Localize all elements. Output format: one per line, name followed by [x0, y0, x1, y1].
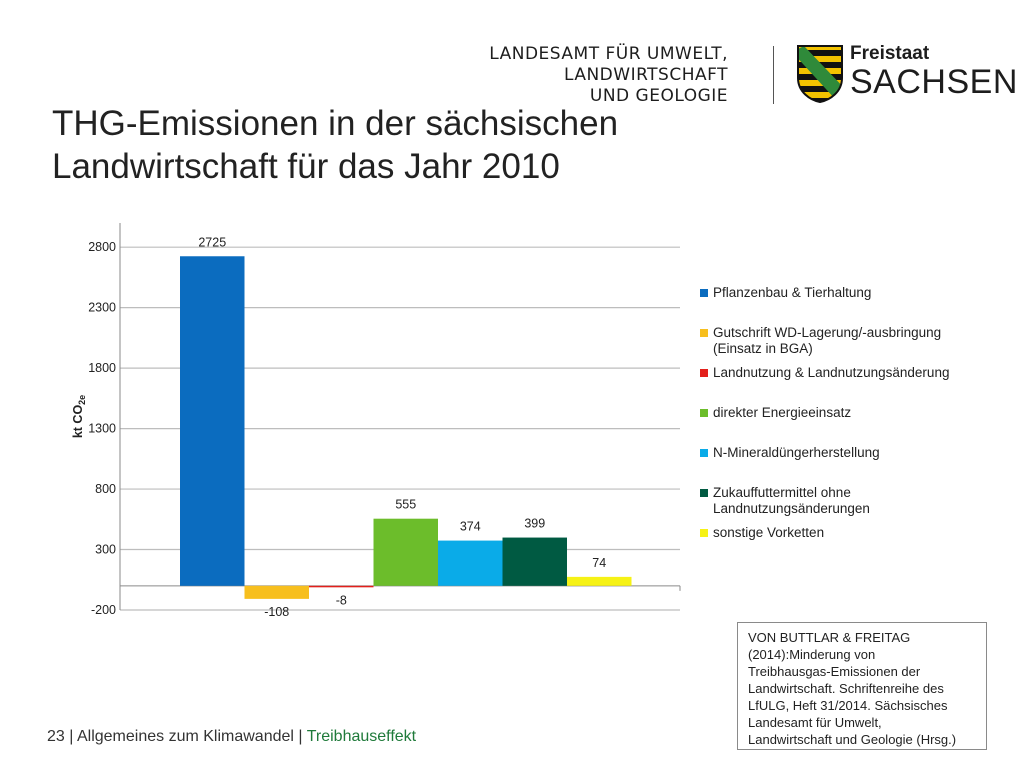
legend-label: Landnutzung & Landnutzungsänderung [713, 365, 950, 380]
bar [438, 540, 503, 586]
bar [567, 576, 632, 586]
agency-line: LANDWIRTSCHAFT [563, 65, 728, 85]
agency-line: LANDESAMT FÜR UMWELT, [489, 44, 728, 64]
state-name: Freistaat SACHSEN [850, 43, 1018, 101]
y-tick-label: 2800 [88, 240, 116, 254]
title-line: THG-Emissionen in der sächsischen [52, 104, 619, 143]
legend-swatch [700, 489, 708, 497]
data-label: 74 [592, 556, 606, 570]
legend-item: Pflanzenbau & Tierhaltung [700, 285, 980, 301]
data-label: 2725 [198, 235, 226, 249]
data-label: 399 [524, 517, 545, 531]
legend-item: Zukauffuttermittel ohne Landnutzungsände… [700, 485, 980, 517]
y-tick-label: 300 [95, 543, 116, 557]
y-tick-label: 800 [95, 482, 116, 496]
legend-swatch [700, 369, 708, 377]
legend-item: direkter Energieeinsatz [700, 405, 980, 421]
source-line: Landwirtschaft und Geologie (Hrsg.) [748, 732, 957, 747]
emissions-bar-chart: -200 300 800 1300 1800 2300 2800 kt CO2e 2725 -10… [60, 215, 1000, 645]
data-label: 374 [460, 520, 481, 534]
source-line: (2014):Minderung von [748, 647, 876, 662]
title-line: Landwirtschaft für das Jahr 2010 [52, 147, 560, 186]
source-citation: VON BUTTLAR & FREITAG (2014):Minderung vo… [737, 622, 987, 750]
legend-swatch [700, 409, 708, 417]
y-tick-label: 1800 [88, 361, 116, 375]
y-tick-label: 1300 [88, 422, 116, 436]
bar [309, 585, 374, 588]
bar [502, 537, 567, 586]
legend-item: sonstige Vorketten [700, 525, 980, 541]
state-main: SACHSEN [850, 63, 1018, 101]
legend-label: N-Mineraldüngerherstellung [713, 445, 880, 460]
agency-line: UND GEOLOGIE [589, 86, 728, 106]
source-line: VON BUTTLAR & FREITAG [748, 630, 911, 645]
agency-name: LANDESAMT FÜR UMWELT, LANDWIRTSCHAFT UND… [489, 44, 728, 107]
y-tick-label: 2300 [88, 301, 116, 315]
legend-swatch [700, 529, 708, 537]
data-label: 555 [395, 498, 416, 512]
legend-label: Gutschrift WD-Lagerung/-ausbringung (Ein… [713, 325, 942, 356]
y-axis-label: kt CO2e [71, 395, 87, 438]
header-logo: LANDESAMT FÜR UMWELT, LANDWIRTSCHAFT UND… [489, 44, 1017, 108]
legend-swatch [700, 449, 708, 457]
bar [373, 518, 438, 586]
source-line: LfULG, Heft 31/2014. Sächsisches [748, 698, 948, 713]
legend-item: Gutschrift WD-Lagerung/-ausbringung (Ein… [700, 325, 980, 357]
source-line: Landwirtschaft. Schriftenreihe des [748, 681, 944, 696]
chart-canvas: -200 300 800 1300 1800 2300 2800 kt CO2e 2725 -10… [71, 223, 681, 619]
bar [180, 256, 245, 586]
legend-label: sonstige Vorketten [713, 525, 825, 540]
data-label: -108 [264, 605, 289, 619]
footer-topic: Treibhauseffekt [306, 728, 417, 745]
legend-label: direkter Energieeinsatz [713, 405, 852, 420]
y-tick-label: -200 [91, 603, 116, 617]
logo-divider [773, 46, 774, 104]
legend-label: Pflanzenbau & Tierhaltung [713, 285, 872, 300]
footer-prefix: 23 | Allgemeines zum Klimawandel | [47, 728, 307, 745]
legend-label: Zukauffuttermittel ohne Landnutzungsände… [713, 485, 870, 516]
legend-item: N-Mineraldüngerherstellung [700, 445, 980, 461]
saxony-crest-icon [797, 45, 843, 104]
source-line: Landesamt für Umwelt, [748, 715, 882, 730]
legend-swatch [700, 289, 708, 297]
data-label: -8 [336, 593, 347, 607]
legend-item: Landnutzung & Landnutzungsänderung [700, 365, 980, 381]
legend-swatch [700, 329, 708, 337]
source-line: Treibhausgas-Emissionen der [748, 664, 921, 679]
state-top: Freistaat [850, 43, 930, 64]
footer: 23 | Allgemeines zum Klimawandel | Treib… [47, 728, 416, 746]
bar [244, 585, 309, 599]
slide-title: THG-Emissionen in der sächsischen Landwi… [52, 102, 672, 188]
